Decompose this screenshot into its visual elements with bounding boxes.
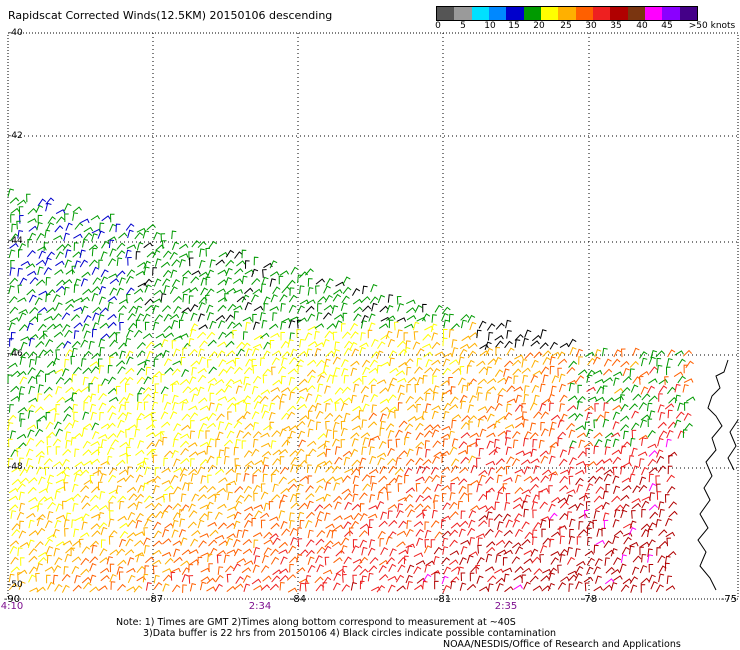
lon-label: -90 [3, 594, 21, 605]
legend-label: >50 knots [688, 21, 736, 31]
legend-swatch [662, 7, 680, 20]
legend-label: 5 [460, 21, 466, 31]
legend-swatch [454, 7, 472, 20]
legend-swatch [592, 7, 611, 20]
legend-labels: 0 5 10 15 20 25 30 35 40 45 >50 knots [435, 21, 736, 33]
legend-swatch [523, 7, 541, 20]
lat-label: -40 [8, 28, 23, 38]
note-line-1: Note: 1) Times are GMT 2)Times along bot… [116, 617, 516, 628]
graticule [8, 33, 738, 599]
time-label: 4:10 [0, 601, 24, 612]
legend-label: 10 [484, 21, 496, 31]
lat-label: -42 [8, 131, 23, 141]
legend-swatch [679, 7, 697, 20]
lon-label: -87 [146, 594, 164, 605]
map-title: Rapidscat Corrected Winds(12.5KM) 201501… [8, 9, 333, 22]
lon-label: -78 [580, 594, 598, 605]
legend-swatch [610, 7, 628, 20]
legend-label: 25 [560, 21, 572, 31]
legend-label: 40 [636, 21, 648, 31]
lat-label: -46 [8, 349, 23, 359]
legend-swatch [575, 7, 593, 20]
legend-swatch [627, 7, 645, 20]
lon-label: -75 [720, 594, 738, 605]
coastline [697, 359, 739, 591]
lat-label: -44 [8, 236, 23, 246]
legend-swatch [506, 7, 524, 20]
lon-label: -84 [289, 594, 307, 605]
lon-label: -81 [434, 594, 452, 605]
legend-swatch [488, 7, 507, 20]
legend-label: 20 [533, 21, 545, 31]
legend-swatch [558, 7, 576, 20]
legend-swatch [644, 7, 663, 20]
legend-label: 30 [585, 21, 597, 31]
lat-label: -50 [8, 580, 23, 590]
legend-label: 15 [508, 21, 520, 31]
map-frame [7, 32, 739, 600]
coastline-path [697, 359, 739, 591]
legend-label: 35 [610, 21, 622, 31]
wind-barbs [7, 188, 696, 594]
lat-label: -48 [8, 462, 23, 472]
time-label: 2:35 [494, 601, 518, 612]
legend-swatch [471, 7, 489, 20]
wind-speed-legend [436, 6, 698, 21]
legend-label: 0 [435, 21, 441, 31]
legend-swatch [540, 7, 559, 20]
note-line-2: 3)Data buffer is 22 hrs from 20150106 4)… [143, 628, 557, 639]
time-label: 2:34 [248, 601, 272, 612]
legend-label: 45 [661, 21, 673, 31]
legend-swatch [437, 7, 455, 20]
note-line-3: NOAA/NESDIS/Office of Research and Appli… [443, 639, 681, 650]
